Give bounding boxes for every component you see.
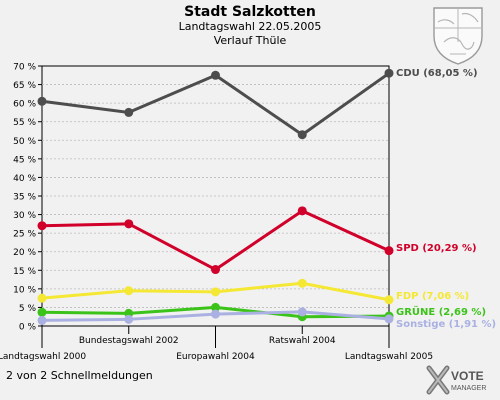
x-tick-label: Bundestagswahl 2002 — [79, 336, 179, 346]
series-line — [41, 72, 390, 137]
data-point — [211, 265, 220, 275]
series-end-label: CDU (68,05 %) — [396, 68, 478, 79]
data-point — [297, 307, 307, 317]
y-tick-label: 20 % — [13, 248, 36, 258]
data-point — [37, 315, 47, 325]
data-point — [297, 278, 307, 288]
data-point — [124, 314, 134, 324]
series-fdp: FDP (7,06 %) — [37, 278, 469, 305]
data-point — [211, 309, 220, 319]
chart-subtitle-2: Verlauf Thüle — [213, 34, 287, 47]
series-spd: SPD (20,29 %) — [37, 206, 477, 275]
votemanager-logo: VOTE MANAGER — [426, 365, 486, 395]
data-point — [211, 287, 220, 297]
y-tick-label: 65 % — [13, 81, 36, 91]
footer-note: 2 von 2 Schnellmeldungen — [6, 369, 153, 382]
y-tick-label: 50 % — [13, 137, 36, 147]
series-end-label: SPD (20,29 %) — [396, 243, 477, 254]
data-point — [37, 293, 47, 303]
data-point — [384, 314, 394, 324]
data-point — [297, 206, 307, 216]
chart-title: Stadt Salzkotten — [184, 4, 316, 20]
data-point — [37, 307, 47, 317]
y-tick-label: 45 % — [13, 155, 36, 165]
data-point — [384, 68, 394, 78]
y-tick-label: 15 % — [13, 267, 36, 277]
y-tick-label: 60 % — [13, 100, 36, 110]
data-point — [124, 219, 134, 229]
data-point — [384, 246, 394, 256]
data-point — [124, 107, 134, 117]
series-sonstige: Sonstige (1,91 %) — [37, 307, 496, 330]
data-point — [37, 96, 47, 106]
series-end-label: FDP (7,06 %) — [396, 291, 469, 302]
data-point — [384, 295, 394, 305]
x-tick-label: Landtagswahl 2005 — [345, 352, 433, 362]
data-point — [124, 286, 134, 296]
data-point — [211, 70, 220, 80]
y-tick-label: 55 % — [13, 118, 36, 128]
y-tick-label: 25 % — [13, 230, 36, 240]
y-tick-label: 10 % — [13, 285, 36, 295]
chart-subtitle: Landtagswahl 22.05.2005 — [178, 20, 322, 33]
logo-line-2: MANAGER — [451, 385, 486, 392]
y-tick-label: 40 % — [13, 174, 36, 184]
series-grüne: GRÜNE (2,69 %) — [37, 302, 486, 322]
state-coat-of-arms-icon — [433, 7, 483, 65]
chart-header: Stadt Salzkotten Landtagswahl 22.05.2005… — [0, 4, 500, 48]
series-end-label: GRÜNE (2,69 %) — [396, 304, 486, 318]
series-line — [41, 209, 390, 272]
y-tick-label: 35 % — [13, 193, 36, 203]
x-tick-label: Ratswahl 2004 — [269, 336, 336, 346]
series-cdu: CDU (68,05 %) — [37, 68, 478, 140]
data-point — [37, 221, 47, 231]
x-tick-label: Landtagswahl 2000 — [0, 352, 86, 362]
y-tick-label: 30 % — [13, 211, 36, 221]
y-tick-label: 70 % — [13, 63, 36, 73]
x-mark-icon — [426, 365, 450, 395]
data-point — [211, 302, 220, 312]
series-end-label: Sonstige (1,91 %) — [396, 319, 496, 330]
logo-line-1: VOTE — [451, 369, 484, 383]
y-tick-label: 0 % — [19, 323, 37, 333]
data-point — [297, 130, 307, 140]
y-tick-label: 5 % — [19, 304, 37, 314]
x-tick-label: Europawahl 2004 — [176, 352, 255, 362]
